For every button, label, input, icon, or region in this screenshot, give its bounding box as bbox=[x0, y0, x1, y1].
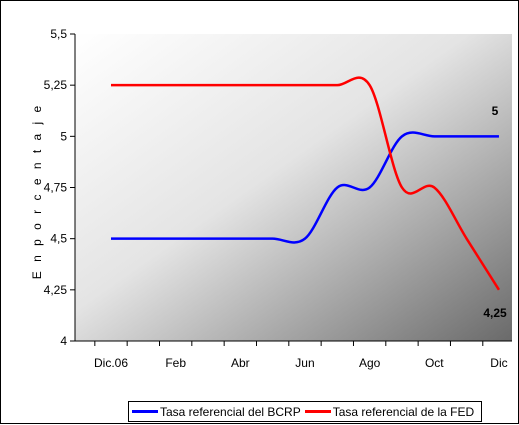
y-tick-label: 5,25 bbox=[44, 78, 68, 92]
x-tick-label: Oct bbox=[425, 356, 444, 370]
legend-item-fed: Tasa referencial de la FED bbox=[304, 404, 475, 419]
y-tick-label: 4,25 bbox=[44, 283, 68, 297]
series-lines bbox=[110, 76, 501, 291]
legend-swatch-bcrp bbox=[132, 410, 158, 413]
y-axis-ticks: 4 4,25 4,5 4,75 5 5,25 5,5 bbox=[44, 27, 75, 348]
y-tick-label: 5 bbox=[60, 129, 67, 143]
legend-item-bcrp: Tasa referencial del BCRP bbox=[132, 405, 301, 419]
x-axis-ticks: Dic.06 Feb Abr Jun Ago Oct Dic bbox=[94, 341, 508, 370]
y-tick-label: 4 bbox=[60, 334, 67, 348]
x-tick-label: Dic bbox=[490, 356, 507, 370]
end-label-fed: 4,25 bbox=[483, 306, 507, 320]
legend: Tasa referencial del BCRP Tasa referenci… bbox=[128, 401, 483, 422]
plot-area bbox=[75, 34, 512, 341]
legend-label-bcrp: Tasa referencial del BCRP bbox=[160, 404, 301, 419]
series-line-bcrp bbox=[110, 131, 499, 244]
y-tick-label: 5,5 bbox=[50, 27, 67, 41]
x-tick-label: Ago bbox=[359, 356, 381, 370]
y-tick-label: 4,5 bbox=[50, 232, 67, 246]
legend-label-fed: Tasa referencial de la FED bbox=[332, 404, 475, 419]
x-tick-label: Dic.06 bbox=[94, 356, 128, 370]
y-tick-label: 4,75 bbox=[44, 181, 68, 195]
legend-swatch-fed bbox=[304, 410, 331, 413]
end-label-bcrp: 5 bbox=[492, 104, 499, 118]
y-axis-label: E n p o r c e n t a j e bbox=[30, 103, 44, 279]
series-line-fed bbox=[111, 76, 501, 291]
x-tick-label: Feb bbox=[165, 356, 186, 370]
x-tick-label: Jun bbox=[295, 356, 314, 370]
x-tick-label: Abr bbox=[231, 356, 250, 370]
